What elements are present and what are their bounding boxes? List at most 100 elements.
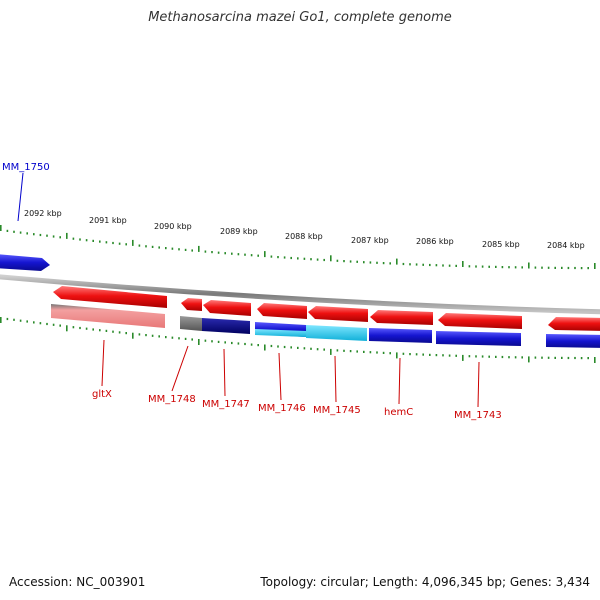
ruler-minor-tick	[587, 267, 589, 270]
ruler-minor-tick	[290, 346, 292, 349]
ruler-minor-tick	[455, 354, 457, 357]
ruler-minor-tick	[92, 328, 94, 331]
gene-hemC[interactable]	[369, 310, 433, 343]
ruler-minor-tick	[231, 252, 233, 255]
gene-mm-1747[interactable]	[202, 300, 251, 334]
ruler-minor-tick	[52, 323, 55, 326]
ruler-minor-tick	[39, 233, 42, 237]
ruler-minor-tick	[118, 331, 121, 334]
ruler-minor-tick	[429, 263, 431, 267]
gene-label-mm-1743[interactable]: MM_1743	[454, 410, 502, 421]
ruler-minor-tick	[184, 248, 187, 251]
ruler-minor-tick	[369, 351, 372, 354]
ruler-minor-tick	[145, 245, 147, 248]
ruler-minor-tick	[442, 264, 444, 267]
ruler-minor-tick	[534, 266, 537, 269]
ruler-major-tick	[264, 344, 266, 351]
ruler-minor-tick	[270, 255, 273, 258]
ruler-minor-tick	[151, 334, 154, 337]
label-leaders	[17, 172, 480, 408]
scale-tick-label: 2087 kbp	[351, 236, 389, 245]
ruler-major-tick	[594, 263, 596, 269]
ruler-minor-tick	[6, 229, 9, 232]
gene-mm-1746[interactable]	[255, 303, 307, 337]
gene-label-mm-1748[interactable]: MM_1748	[148, 394, 196, 405]
ruler-minor-tick	[158, 246, 160, 249]
ruler-minor-tick	[488, 355, 490, 358]
gene-mm-1745[interactable]	[306, 306, 368, 341]
ruler-minor-tick	[455, 264, 457, 267]
ruler-minor-tick	[574, 356, 576, 360]
cds-bar	[255, 329, 306, 337]
cds-bar	[180, 316, 202, 331]
gene-label-mm-1746[interactable]: MM_1746	[258, 403, 306, 414]
ruler-minor-tick	[171, 336, 174, 339]
gene-mm-1743[interactable]	[436, 313, 522, 346]
ruler-minor-tick	[323, 348, 325, 351]
ruler-major-tick	[132, 332, 134, 339]
ruler-minor-tick	[138, 244, 141, 247]
scale-tick-label: 2091 kbp	[89, 216, 127, 225]
ruler-minor-tick	[429, 353, 431, 356]
ruler-minor-tick	[534, 356, 537, 359]
ruler-minor-tick	[250, 254, 253, 257]
ruler-minor-tick	[422, 263, 424, 266]
gene-arrow	[438, 313, 522, 329]
ruler-minor-tick	[171, 247, 174, 250]
gene-mm-1750[interactable]	[0, 254, 50, 271]
gene-gltX[interactable]	[51, 286, 167, 328]
ruler-minor-tick	[283, 345, 286, 349]
ruler-minor-tick	[33, 321, 35, 324]
ruler-minor-tick	[211, 251, 213, 254]
ruler-minor-tick	[316, 348, 319, 351]
gene-label-mm-1745[interactable]: MM_1745	[313, 405, 361, 416]
scale-labels: 2092 kbp 2091 kbp 2090 kbp 2089 kbp 2088…	[24, 209, 585, 250]
cds-bar	[436, 331, 521, 346]
ruler-minor-tick	[336, 349, 339, 352]
ruler-minor-tick	[125, 332, 127, 335]
ruler-minor-tick	[448, 354, 451, 357]
ruler-major-tick	[330, 255, 332, 262]
ruler-minor-tick	[514, 266, 517, 269]
ruler-minor-tick	[561, 266, 563, 269]
ruler-minor-tick	[468, 355, 471, 358]
ruler-minor-tick	[244, 342, 246, 346]
ruler-minor-tick	[211, 340, 213, 343]
ruler-minor-tick	[349, 350, 352, 353]
gene-mm-1748[interactable]	[180, 298, 202, 331]
ruler-major-tick	[462, 261, 464, 267]
ruler-minor-tick	[138, 333, 141, 336]
ruler-minor-tick	[105, 329, 108, 332]
scale-tick-label: 2084 kbp	[547, 241, 585, 250]
ruler-minor-tick	[26, 232, 28, 235]
ruler-major-tick	[198, 245, 200, 252]
ruler-major-tick	[528, 356, 530, 363]
ruler-minor-tick	[316, 258, 319, 261]
ruler-minor-tick	[59, 324, 61, 327]
ruler-minor-tick	[409, 263, 411, 266]
ruler-minor-tick	[224, 252, 226, 255]
ruler-minor-tick	[389, 262, 391, 265]
ruler-major-tick	[330, 348, 332, 355]
gene-unlabeled[interactable]	[546, 317, 600, 348]
ruler-minor-tick	[13, 318, 15, 321]
ruler-minor-tick	[105, 241, 108, 244]
ruler-minor-tick	[290, 256, 292, 260]
gene-label-mm-1747[interactable]: MM_1747	[202, 399, 250, 410]
ruler-minor-tick	[72, 237, 75, 240]
ruler-major-tick	[462, 354, 464, 361]
ruler-minor-tick	[257, 344, 259, 347]
ruler-minor-tick	[587, 357, 589, 360]
ruler-minor-tick	[547, 266, 550, 269]
ruler-minor-tick	[349, 260, 352, 263]
ruler-minor-tick	[231, 341, 233, 345]
ruler-major-tick	[396, 258, 398, 265]
ruler-minor-tick	[237, 253, 240, 256]
ruler-minor-tick	[561, 356, 563, 359]
gene-label-gltX[interactable]: gltX	[92, 389, 112, 400]
ruler-minor-tick	[303, 257, 306, 260]
gene-arrow	[181, 298, 202, 311]
gene-label-hemC[interactable]: hemC	[384, 407, 413, 418]
ruler-minor-tick	[402, 262, 405, 266]
gene-label-mm-1750[interactable]: MM_1750	[2, 162, 50, 173]
